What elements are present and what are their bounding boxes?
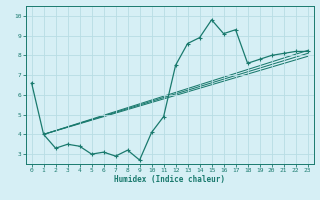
X-axis label: Humidex (Indice chaleur): Humidex (Indice chaleur): [114, 175, 225, 184]
